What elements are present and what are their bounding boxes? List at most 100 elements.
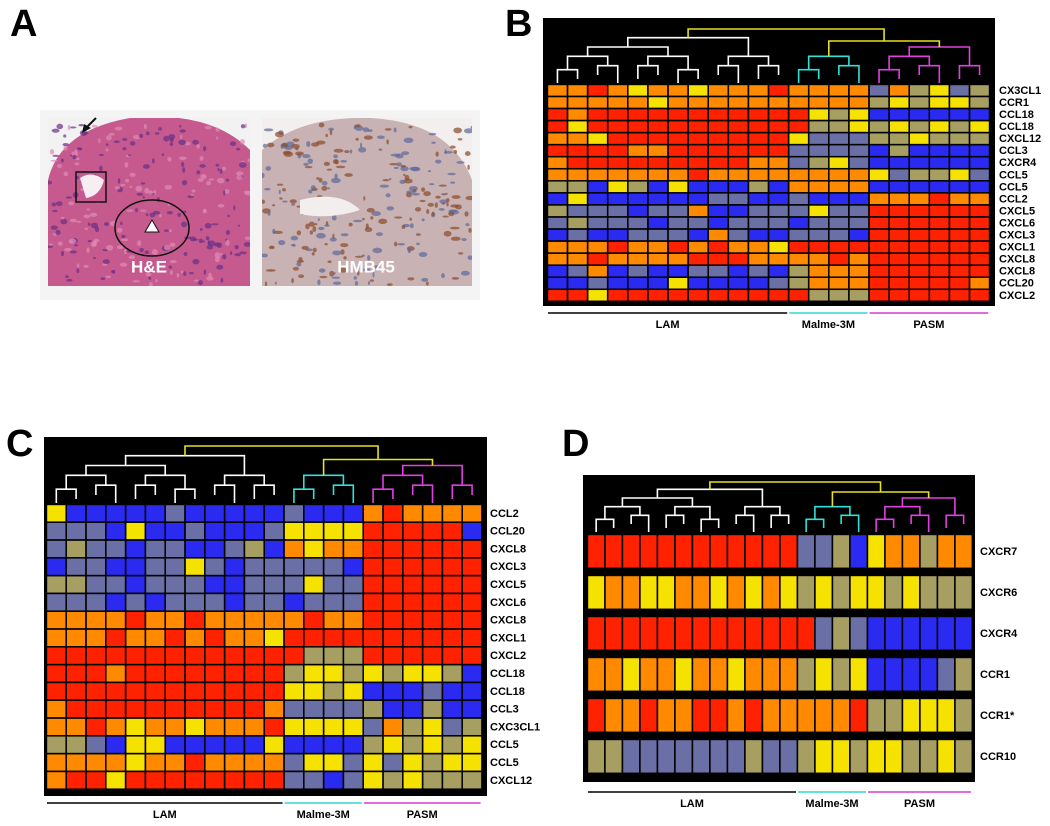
heat-cell xyxy=(648,205,668,217)
texture xyxy=(179,129,186,133)
heat-cell xyxy=(547,145,568,157)
texture xyxy=(227,214,230,218)
heat-cell xyxy=(442,771,462,789)
texture xyxy=(327,260,332,264)
texture xyxy=(409,223,414,229)
heat-cell xyxy=(668,96,688,109)
texture xyxy=(114,186,121,190)
texture xyxy=(163,135,170,142)
heat-cell xyxy=(264,629,284,647)
texture xyxy=(319,275,328,279)
texture xyxy=(138,133,144,139)
heat-cell xyxy=(442,558,462,576)
texture xyxy=(203,146,207,152)
heat-cell xyxy=(949,289,970,301)
texture xyxy=(57,241,63,246)
texture xyxy=(158,127,162,131)
texture xyxy=(423,191,431,197)
heat-cell xyxy=(622,534,640,568)
heat-cell xyxy=(324,771,344,789)
heat-cell xyxy=(324,700,344,718)
heat-cell xyxy=(547,205,568,217)
heat-cell xyxy=(284,682,304,700)
heat-cell xyxy=(304,718,324,736)
heat-cell xyxy=(768,205,789,217)
row-label: CCR1 xyxy=(999,97,1029,109)
dendrogram xyxy=(174,488,196,503)
heat-cell xyxy=(949,157,970,169)
heat-cell xyxy=(955,657,972,691)
heat-cell xyxy=(728,181,749,193)
heat-cell xyxy=(588,253,608,265)
heat-cell xyxy=(205,665,225,683)
heat-cell xyxy=(929,277,950,289)
row-label: CCL20 xyxy=(490,526,525,538)
texture xyxy=(113,140,120,144)
heat-cell xyxy=(205,629,225,647)
texture xyxy=(394,241,398,247)
dendrogram xyxy=(757,64,780,79)
heat-cell xyxy=(909,157,929,169)
heat-cell xyxy=(768,217,789,229)
heat-cell xyxy=(949,217,970,229)
heat-cell xyxy=(363,629,383,647)
texture xyxy=(272,204,276,207)
heat-cell xyxy=(708,289,728,301)
heat-cell xyxy=(929,289,950,301)
heat-cell xyxy=(244,611,264,629)
heat-cell xyxy=(324,558,344,576)
heat-cell xyxy=(708,265,728,277)
heat-cell xyxy=(969,108,990,121)
heat-cell xyxy=(708,217,728,229)
heat-cell xyxy=(165,718,185,736)
heat-cell xyxy=(185,540,205,558)
heat-cell xyxy=(727,739,745,773)
texture xyxy=(139,261,143,266)
heat-cell xyxy=(588,169,608,181)
heat-cell xyxy=(588,229,608,241)
texture xyxy=(362,127,370,133)
heat-cell xyxy=(284,629,304,647)
texture xyxy=(105,148,109,152)
heat-cell xyxy=(86,593,106,611)
texture xyxy=(68,201,75,206)
heat-cell xyxy=(125,522,145,540)
heat-cell xyxy=(869,229,889,241)
heat-cell xyxy=(710,657,727,691)
texture xyxy=(331,215,337,221)
heat-cell xyxy=(86,522,106,540)
heat-cell xyxy=(185,576,205,594)
texture xyxy=(421,277,429,282)
texture xyxy=(363,196,366,201)
heat-cell xyxy=(547,217,568,229)
heat-cell xyxy=(66,647,86,665)
texture xyxy=(94,226,100,233)
texture xyxy=(128,154,131,157)
texture xyxy=(169,228,172,233)
heat-cell xyxy=(224,540,244,558)
texture xyxy=(168,133,176,140)
heat-cell xyxy=(768,289,789,301)
texture xyxy=(69,126,77,129)
heat-cell xyxy=(224,504,244,522)
texture xyxy=(282,188,286,192)
texture xyxy=(69,250,77,254)
texture xyxy=(98,138,101,144)
heat-cell xyxy=(547,193,568,205)
heat-cell xyxy=(106,558,126,576)
heat-cell xyxy=(809,96,829,109)
heat-cell xyxy=(648,265,668,277)
heat-cell xyxy=(403,611,423,629)
heat-cell xyxy=(46,576,66,594)
heat-cell xyxy=(46,540,66,558)
texture xyxy=(135,185,143,192)
heat-cell xyxy=(106,718,126,736)
heat-cell xyxy=(608,229,628,241)
heat-cell xyxy=(929,181,950,193)
heat-cell xyxy=(780,698,797,732)
texture xyxy=(451,195,461,199)
heat-cell xyxy=(185,771,205,789)
texture xyxy=(60,216,65,220)
texture xyxy=(415,233,421,236)
heat-cell xyxy=(86,576,106,594)
